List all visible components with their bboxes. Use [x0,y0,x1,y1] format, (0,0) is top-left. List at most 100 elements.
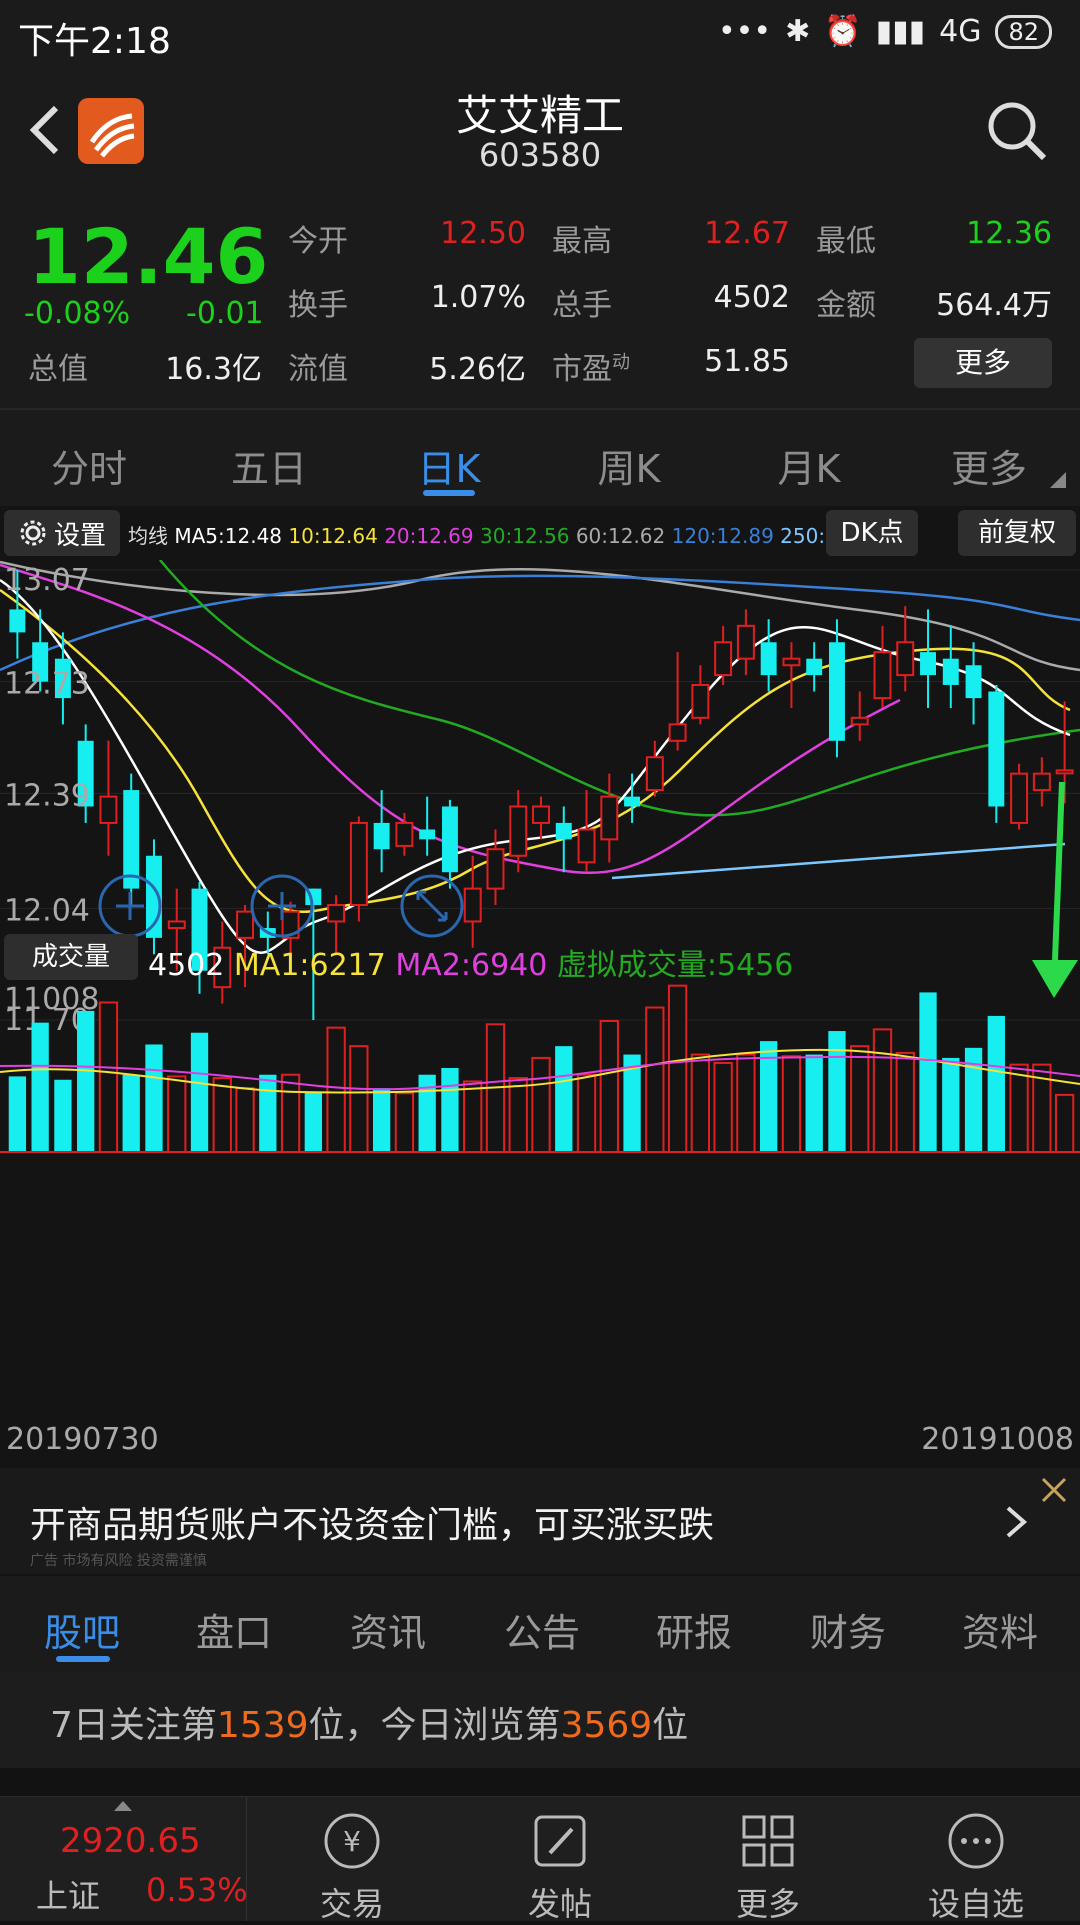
float-cap-label: 流值 [288,352,348,387]
candle-body [373,822,390,850]
volume-bar [508,1077,528,1153]
candle-body [828,642,845,741]
start-date: 20190730 [6,1422,159,1457]
candle [668,652,687,751]
price-adjust-button[interactable]: 前复权 [958,510,1076,556]
tab-monthly-k[interactable]: 月K [777,447,841,491]
ad-banner[interactable]: 开商品期货账户不设资金门槛，可买涨买跌 广告 市场有风险 投资需谨慎 [0,1468,1080,1574]
volume-bar [690,1053,711,1153]
candle [873,625,892,708]
amount-value: 564.4万 [936,288,1052,323]
tab-five-day[interactable]: 五日 [230,447,307,491]
chevron-right-icon[interactable] [1004,1504,1028,1540]
browse-rank: 3569 [560,1705,653,1746]
ranking-text: 7日关注第1539位，今日浏览第3569位 [50,1705,689,1746]
candle [645,740,664,797]
tab-finance[interactable]: 财务 [809,1611,886,1655]
volume-bar [122,1074,140,1152]
volume-bar [77,1010,95,1152]
volume-bar [942,1057,960,1152]
change-percent: -0.08% [24,296,131,331]
signal-icon: ▮▮▮ [875,14,926,49]
low-value: 12.36 [966,216,1052,251]
tab-profile[interactable]: 资料 [961,1611,1038,1655]
current-price: 12.46 [28,212,269,301]
candle-body [123,790,140,889]
candle-body [327,904,346,923]
candle-body [942,658,959,685]
chart-settings-button[interactable]: 设置 [4,510,120,556]
tab-more[interactable]: 更多 [950,447,1027,491]
index-ticker[interactable]: 2920.65 上证 0.53% [0,1797,248,1921]
candle [691,665,710,725]
zoom-out-icon[interactable] [250,874,314,938]
volume-bar [31,1022,49,1152]
candle [167,888,186,971]
settings-label: 设置 [53,520,106,551]
volume-legend: 4502 MA1:6217 MA2:6940 虚拟成交量:5456 [148,940,793,984]
end-date: 20191008 [921,1422,1074,1457]
close-icon[interactable] [1040,1476,1068,1504]
dk-point-button[interactable]: DK点 [826,510,918,556]
volume-bar [576,1073,597,1153]
candle [213,921,232,1004]
quote-more-button[interactable]: 更多 [914,338,1052,388]
tab-news[interactable]: 资讯 [349,1611,426,1655]
high-value: 12.67 [704,216,790,251]
candle [624,773,641,823]
price-tick-label: 12.39 [4,778,90,813]
volume-bars [8,984,1075,1154]
tab-weekly-k[interactable]: 周K [597,447,661,491]
candle [714,625,733,685]
candle-body [555,822,572,840]
search-icon[interactable] [986,100,1048,162]
ma30-value: 30:12.56 [480,524,570,548]
volume-bar [372,1088,391,1152]
kline-chart-area[interactable]: 设置 均线 MA5:12.48 10:12.64 20:12.69 30:12.… [0,506,1080,1468]
follow-rank: 1539 [216,1705,309,1746]
candle-body [486,848,505,890]
candle-body [624,796,641,807]
tab-order-book[interactable]: 盘口 [195,1611,272,1655]
post-button[interactable]: 发帖 [490,1809,630,1925]
ranking-row: 7日关注第1539位，今日浏览第3569位 [0,1672,1080,1768]
tab-daily-k[interactable]: 日K [417,447,481,491]
candle [942,625,959,708]
volume-bar [667,984,688,1154]
fullscreen-icon[interactable] [400,874,464,938]
candle [600,773,619,863]
ad-text: 开商品期货账户不设资金门槛，可买涨买跌 [30,1505,715,1546]
candle-body [419,829,436,840]
more-button[interactable]: 更多 [698,1809,838,1925]
pe-value: 51.85 [704,344,790,379]
trade-button[interactable]: ¥ 交易 [282,1809,422,1925]
candle [191,882,208,994]
candle-body [191,888,208,971]
candle [419,796,436,856]
candle [1010,763,1029,830]
volume-bar [235,1087,255,1154]
candle [349,816,368,922]
volume-bar [441,1068,459,1152]
status-icons: ••• ✱ ⏰ ▮▮▮ 4G 82 [718,14,1052,49]
tab-announcements[interactable]: 公告 [503,1611,580,1655]
back-arrow-icon[interactable] [26,100,66,160]
candle [920,609,936,708]
ma60-line [0,560,1080,672]
candle-body [988,691,1005,807]
tab-forum[interactable]: 股吧 [43,1611,120,1655]
add-favorite-button[interactable]: 设自选 [906,1809,1046,1925]
open-label: 今开 [288,224,348,259]
volume-bar [394,1092,415,1153]
candle [54,632,71,725]
tab-research[interactable]: 研报 [655,1611,732,1655]
volume-indicator-button[interactable]: 成交量 [4,934,138,980]
open-value: 12.50 [440,216,526,251]
active-tab-indicator [423,490,475,496]
volume-bar [212,1077,232,1153]
bluetooth-icon: ✱ [785,14,811,49]
tab-intraday[interactable]: 分时 [50,447,127,491]
candle-body [349,821,368,907]
candle [441,799,458,889]
